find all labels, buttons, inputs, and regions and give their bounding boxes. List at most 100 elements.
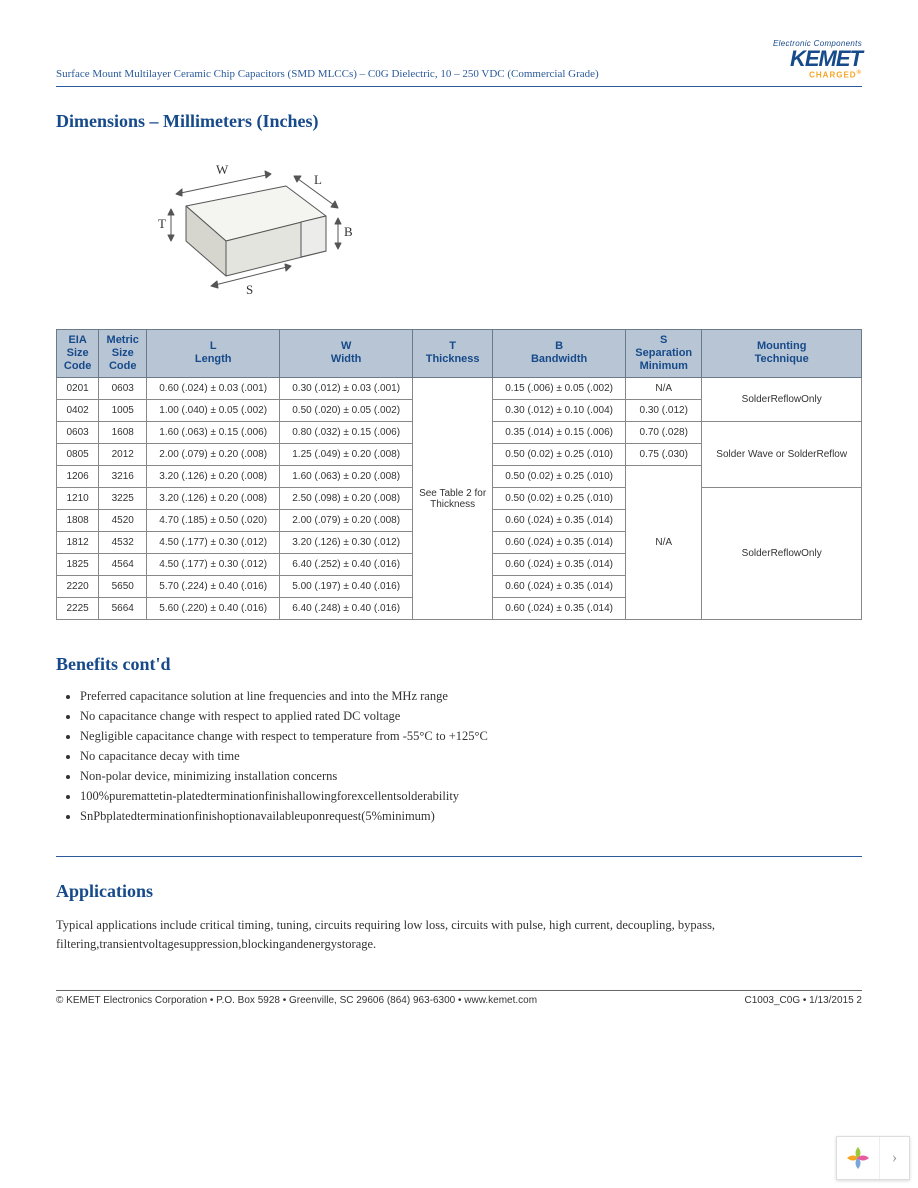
table-cell: 4520 <box>99 510 147 532</box>
chip-diagram: W L T B S <box>116 146 862 311</box>
logo-main: KEMET <box>773 48 862 70</box>
footer-left: © KEMET Electronics Corporation • P.O. B… <box>56 995 537 1006</box>
table-cell: 0.50 (0.02) ± 0.25 (.010) <box>493 444 626 466</box>
table-header-cell: EIASizeCode <box>57 329 99 378</box>
table-header-cell: LLength <box>147 329 280 378</box>
table-cell: 0.50 (0.02) ± 0.25 (.010) <box>493 466 626 488</box>
table-cell: 3.20 (.126) ± 0.20 (.008) <box>147 488 280 510</box>
table-cell: 1.60 (.063) ± 0.20 (.008) <box>280 466 413 488</box>
table-cell: 2012 <box>99 444 147 466</box>
list-item: No capacitance change with respect to ap… <box>80 709 862 724</box>
table-cell: 0.30 (.012) ± 0.03 (.001) <box>280 378 413 400</box>
table-cell: 2225 <box>57 598 99 620</box>
mounting-cell: Solder Wave or SolderReflow <box>702 422 862 488</box>
diagram-label-b: B <box>344 224 353 239</box>
table-cell: 1.25 (.049) ± 0.20 (.008) <box>280 444 413 466</box>
table-cell: 0.70 (.028) <box>626 422 702 444</box>
table-cell: 1825 <box>57 554 99 576</box>
table-header-cell: MetricSizeCode <box>99 329 147 378</box>
table-cell: 6.40 (.248) ± 0.40 (.016) <box>280 598 413 620</box>
table-header: EIASizeCodeMetricSizeCodeLLengthWWidthTT… <box>57 329 862 378</box>
table-cell: 0.60 (.024) ± 0.35 (.014) <box>493 576 626 598</box>
list-item: No capacitance decay with time <box>80 749 862 764</box>
table-cell: 0.50 (0.02) ± 0.25 (.010) <box>493 488 626 510</box>
table-cell: 1808 <box>57 510 99 532</box>
table-header-cell: WWidth <box>280 329 413 378</box>
list-item: Non-polar device, minimizing installatio… <box>80 769 862 784</box>
table-cell: 5650 <box>99 576 147 598</box>
table-cell: 0.60 (.024) ± 0.35 (.014) <box>493 532 626 554</box>
table-cell: N/A <box>626 378 702 400</box>
separation-na-cell: N/A <box>626 466 702 620</box>
section-title-benefits: Benefits cont'd <box>56 654 862 675</box>
table-cell: 3.20 (.126) ± 0.30 (.012) <box>280 532 413 554</box>
diagram-label-l: L <box>314 172 322 187</box>
table-cell: 3.20 (.126) ± 0.20 (.008) <box>147 466 280 488</box>
table-cell: 2.00 (.079) ± 0.20 (.008) <box>147 444 280 466</box>
table-cell: 0.80 (.032) ± 0.15 (.006) <box>280 422 413 444</box>
table-cell: 0.50 (.020) ± 0.05 (.002) <box>280 400 413 422</box>
table-cell: 0.15 (.006) ± 0.05 (.002) <box>493 378 626 400</box>
diagram-label-w: W <box>216 162 229 177</box>
corner-nav-widget[interactable]: › <box>836 1136 910 1180</box>
mounting-cell: SolderReflowOnly <box>702 488 862 620</box>
applications-text: Typical applications include critical ti… <box>56 916 862 954</box>
applications-section: Applications Typical applications includ… <box>56 881 862 954</box>
table-cell: 0.60 (.024) ± 0.35 (.014) <box>493 554 626 576</box>
table-cell: 1.00 (.040) ± 0.05 (.002) <box>147 400 280 422</box>
table-cell: 1005 <box>99 400 147 422</box>
logo-tagline-sub: CHARGED® <box>773 70 862 80</box>
table-cell: 1812 <box>57 532 99 554</box>
table-cell: 5.60 (.220) ± 0.40 (.016) <box>147 598 280 620</box>
table-cell: 2220 <box>57 576 99 598</box>
benefits-list: Preferred capacitance solution at line f… <box>80 689 862 824</box>
table-cell: 1206 <box>57 466 99 488</box>
list-item: 100%puremattetin-platedterminationfinish… <box>80 789 862 804</box>
table-cell: 1.60 (.063) ± 0.15 (.006) <box>147 422 280 444</box>
table-cell: 4532 <box>99 532 147 554</box>
table-cell: 0201 <box>57 378 99 400</box>
table-cell: 5664 <box>99 598 147 620</box>
table-cell: 6.40 (.252) ± 0.40 (.016) <box>280 554 413 576</box>
footer: © KEMET Electronics Corporation • P.O. B… <box>56 995 862 1006</box>
table-cell: 0402 <box>57 400 99 422</box>
divider-rule <box>56 856 862 857</box>
table-cell: 1608 <box>99 422 147 444</box>
table-cell: 4564 <box>99 554 147 576</box>
table-cell: 2.00 (.079) ± 0.20 (.008) <box>280 510 413 532</box>
table-cell: 0.60 (.024) ± 0.03 (.001) <box>147 378 280 400</box>
diagram-label-s: S <box>246 282 253 297</box>
section-title-dimensions: Dimensions – Millimeters (Inches) <box>56 111 862 132</box>
list-item: Negligible capacitance change with respe… <box>80 729 862 744</box>
dimensions-table: EIASizeCodeMetricSizeCodeLLengthWWidthTT… <box>56 329 862 621</box>
list-item: SnPbplatedterminationfinishoptionavailab… <box>80 809 862 824</box>
thickness-cell: See Table 2 for Thickness <box>413 378 493 620</box>
table-cell: 0.35 (.014) ± 0.15 (.006) <box>493 422 626 444</box>
table-cell: 0.60 (.024) ± 0.35 (.014) <box>493 598 626 620</box>
doc-title: Surface Mount Multilayer Ceramic Chip Ca… <box>56 68 599 80</box>
section-title-applications: Applications <box>56 881 862 902</box>
table-cell: 0.75 (.030) <box>626 444 702 466</box>
table-cell: 1210 <box>57 488 99 510</box>
benefits-section: Benefits cont'd Preferred capacitance so… <box>56 654 862 824</box>
table-cell: 5.70 (.224) ± 0.40 (.016) <box>147 576 280 598</box>
table-cell: 4.50 (.177) ± 0.30 (.012) <box>147 532 280 554</box>
table-cell: 0603 <box>99 378 147 400</box>
footer-right: C1003_C0G • 1/13/2015 2 <box>745 995 862 1006</box>
table-cell: 4.50 (.177) ± 0.30 (.012) <box>147 554 280 576</box>
table-header-cell: BBandwidth <box>493 329 626 378</box>
table-cell: 0.30 (.012) <box>626 400 702 422</box>
table-cell: 0.60 (.024) ± 0.35 (.014) <box>493 510 626 532</box>
table-cell: 0805 <box>57 444 99 466</box>
table-cell: 3216 <box>99 466 147 488</box>
diagram-label-t: T <box>158 216 166 231</box>
list-item: Preferred capacitance solution at line f… <box>80 689 862 704</box>
table-header-cell: TThickness <box>413 329 493 378</box>
kemet-logo: Electronic Components KEMET CHARGED® <box>773 40 862 80</box>
header-row: Surface Mount Multilayer Ceramic Chip Ca… <box>56 40 862 80</box>
table-cell: 5.00 (.197) ± 0.40 (.016) <box>280 576 413 598</box>
table-cell: 0603 <box>57 422 99 444</box>
table-header-cell: MountingTechnique <box>702 329 862 378</box>
table-cell: 3225 <box>99 488 147 510</box>
next-arrow-icon[interactable]: › <box>879 1137 909 1179</box>
